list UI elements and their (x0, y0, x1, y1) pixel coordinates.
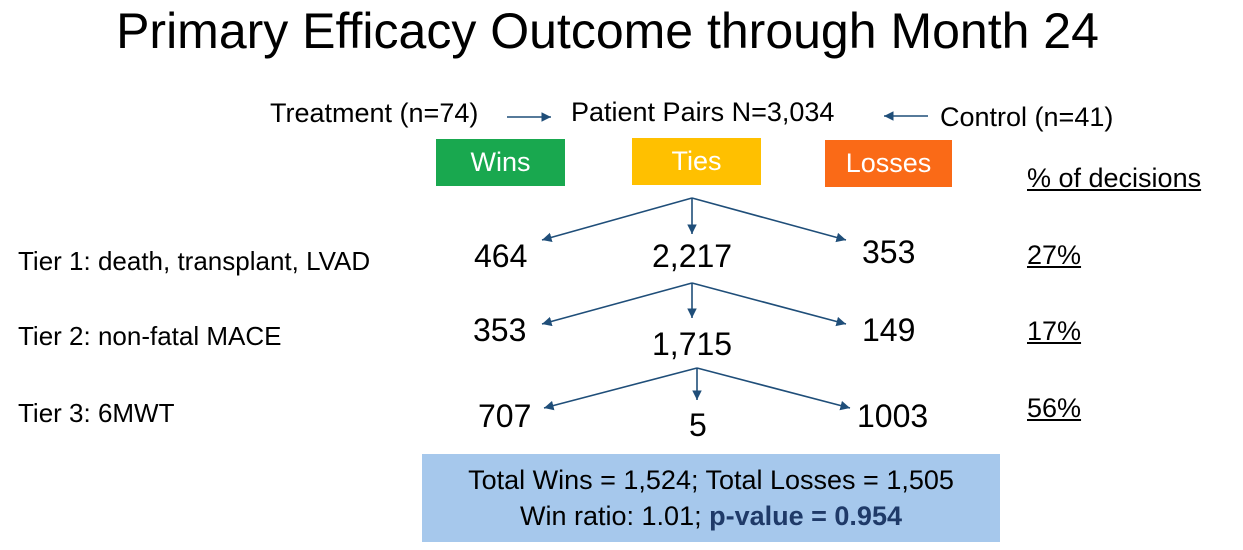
page-title: Primary Efficacy Outcome through Month 2… (116, 3, 1099, 59)
tier1-label: Tier 1: death, transplant, LVAD (18, 246, 371, 276)
summary-box: Total Wins = 1,524; Total Losses = 1,505… (422, 454, 1000, 542)
tier2-wins-arrow (541, 282, 693, 327)
tier1-ties-value: 2,217 (652, 238, 733, 274)
tier2-losses-arrow (691, 282, 847, 327)
tier3-label: Tier 3: 6MWT (18, 398, 175, 428)
win-ratio-text: Win ratio: 1.01; (520, 501, 710, 531)
tier1-pct: 27% (1027, 240, 1082, 270)
tier2-ties-value: 1,715 (652, 326, 733, 362)
losses-box: Losses (825, 140, 952, 187)
tier3-pct: 56% (1027, 393, 1082, 423)
control-label: Control (n=41) (940, 102, 1114, 132)
patient-pairs-label: Patient Pairs N=3,034 (571, 97, 835, 127)
tier1-losses-arrow (691, 197, 847, 243)
ties-box: Ties (632, 138, 761, 185)
tier2-pct: 17% (1027, 316, 1082, 346)
tier1-losses-value: 353 (862, 234, 916, 270)
tier1-wins-arrow (541, 197, 693, 243)
tier3-wins-arrow (543, 367, 698, 411)
tier3-ties-value: 5 (689, 407, 707, 443)
tier2-wins-value: 353 (473, 312, 527, 348)
tier3-losses-value: 1003 (857, 398, 929, 434)
tier1-wins-value: 464 (474, 238, 528, 274)
summary-win-ratio: Win ratio: 1.01; p-value = 0.954 (422, 498, 1000, 534)
wins-box: Wins (436, 139, 565, 186)
summary-totals: Total Wins = 1,524; Total Losses = 1,505 (468, 465, 954, 495)
treatment-label: Treatment (n=74) (270, 98, 479, 128)
tier3-losses-arrow (696, 367, 851, 411)
tier2-label: Tier 2: non-fatal MACE (18, 321, 282, 351)
pct-decisions-header: % of decisions (1027, 163, 1202, 193)
p-value: p-value = 0.954 (709, 501, 902, 531)
tier2-losses-value: 149 (862, 312, 916, 348)
tier3-wins-value: 707 (478, 398, 532, 434)
